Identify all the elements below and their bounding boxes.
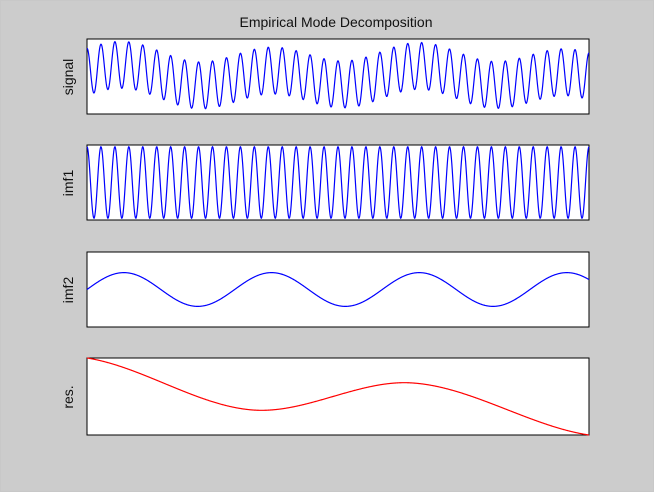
axes-box-signal: [86, 38, 590, 115]
series-line-signal: [86, 40, 590, 110]
panel-signal: signal: [60, 38, 590, 115]
series-line-residual: [86, 357, 590, 436]
ylabel-imf1: imf1: [60, 170, 76, 197]
ylabel-imf2: imf2: [60, 277, 76, 304]
series-line-imf1: [86, 145, 590, 220]
ylabel-residual: res.: [60, 385, 76, 408]
panel-residual: res.: [60, 357, 590, 436]
panel-imf1: imf1: [60, 144, 590, 221]
chart-title: Empirical Mode Decomposition: [240, 14, 433, 30]
axes-box-residual: [86, 357, 590, 436]
ylabel-signal: signal: [60, 59, 76, 96]
panel-imf2: imf2: [60, 251, 590, 328]
series-line-imf2: [86, 272, 590, 307]
axes-box-imf1: [86, 144, 590, 221]
axes-box-imf2: [86, 251, 590, 328]
